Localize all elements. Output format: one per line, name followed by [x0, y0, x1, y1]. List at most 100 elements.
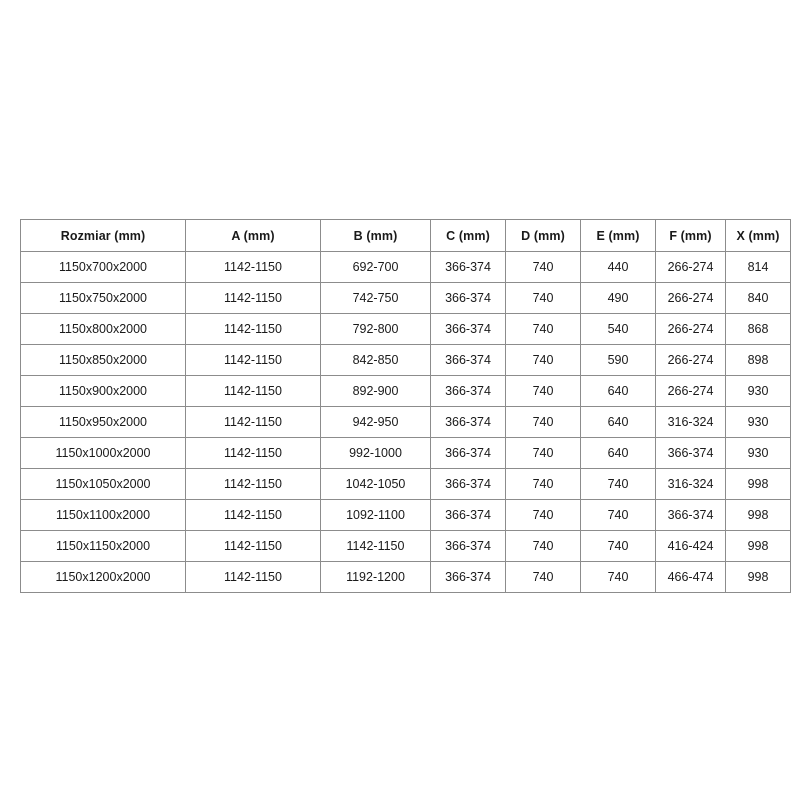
cell-a: 1142-1150	[185, 344, 321, 376]
cell-d: 740	[505, 344, 581, 376]
cell-b: 1092-1100	[320, 499, 431, 531]
cell-f: 266-274	[655, 344, 726, 376]
cell-c: 366-374	[430, 530, 506, 562]
cell-a: 1142-1150	[185, 437, 321, 469]
table-row: 1150x1200x2000 1142-1150 1192-1200 366-374 7…	[20, 561, 791, 593]
cell-e: 740	[580, 468, 656, 500]
cell-a: 1142-1150	[185, 468, 321, 500]
table-row: 1150x700x2000 1142-1150 692-700 366-374 740 4…	[20, 251, 791, 283]
cell-x: 840	[725, 282, 791, 314]
column-header-f: F (mm)	[655, 219, 726, 252]
cell-c: 366-374	[430, 375, 506, 407]
cell-d: 740	[505, 561, 581, 593]
column-header-rozmiar: Rozmiar (mm)	[20, 219, 186, 252]
cell-size: 1150x850x2000	[20, 344, 186, 376]
table-row: 1150x950x2000 1142-1150 942-950 366-374 740 6…	[20, 406, 791, 438]
cell-size: 1150x1000x2000	[20, 437, 186, 469]
column-header-c: C (mm)	[430, 219, 506, 252]
cell-size: 1150x1050x2000	[20, 468, 186, 500]
table-header: Rozmiar (mm) A (mm) B (mm) C (mm) D (mm)…	[20, 219, 791, 252]
cell-size: 1150x900x2000	[20, 375, 186, 407]
table-row: 1150x1100x2000 1142-1150 1092-1100 366-374 7…	[20, 499, 791, 531]
cell-size: 1150x1150x2000	[20, 530, 186, 562]
cell-size: 1150x750x2000	[20, 282, 186, 314]
table-row: 1150x1000x2000 1142-1150 992-1000 366-374 74…	[20, 437, 791, 469]
cell-b: 1142-1150	[320, 530, 431, 562]
table-row: 1150x750x2000 1142-1150 742-750 366-374 740 4…	[20, 282, 791, 314]
cell-e: 640	[580, 437, 656, 469]
table-row: 1150x850x2000 1142-1150 842-850 366-374 740 5…	[20, 344, 791, 376]
table-row: 1150x1050x2000 1142-1150 1042-1050 366-374 7…	[20, 468, 791, 500]
cell-f: 316-324	[655, 406, 726, 438]
cell-c: 366-374	[430, 344, 506, 376]
cell-f: 266-274	[655, 375, 726, 407]
cell-size: 1150x800x2000	[20, 313, 186, 345]
column-header-d: D (mm)	[505, 219, 581, 252]
cell-c: 366-374	[430, 406, 506, 438]
cell-b: 742-750	[320, 282, 431, 314]
column-header-x: X (mm)	[725, 219, 791, 252]
cell-d: 740	[505, 251, 581, 283]
cell-x: 930	[725, 406, 791, 438]
cell-d: 740	[505, 282, 581, 314]
cell-e: 590	[580, 344, 656, 376]
cell-e: 640	[580, 375, 656, 407]
cell-a: 1142-1150	[185, 530, 321, 562]
cell-size: 1150x700x2000	[20, 251, 186, 283]
cell-d: 740	[505, 375, 581, 407]
cell-f: 266-274	[655, 313, 726, 345]
cell-x: 930	[725, 437, 791, 469]
cell-c: 366-374	[430, 251, 506, 283]
cell-x: 898	[725, 344, 791, 376]
cell-d: 740	[505, 468, 581, 500]
cell-a: 1142-1150	[185, 561, 321, 593]
cell-a: 1142-1150	[185, 313, 321, 345]
cell-b: 842-850	[320, 344, 431, 376]
cell-f: 416-424	[655, 530, 726, 562]
cell-a: 1142-1150	[185, 282, 321, 314]
cell-f: 266-274	[655, 251, 726, 283]
cell-e: 440	[580, 251, 656, 283]
cell-c: 366-374	[430, 499, 506, 531]
cell-e: 490	[580, 282, 656, 314]
column-header-e: E (mm)	[580, 219, 656, 252]
cell-f: 266-274	[655, 282, 726, 314]
cell-e: 740	[580, 561, 656, 593]
cell-c: 366-374	[430, 313, 506, 345]
cell-size: 1150x1200x2000	[20, 561, 186, 593]
cell-b: 1192-1200	[320, 561, 431, 593]
cell-d: 740	[505, 313, 581, 345]
cell-b: 892-900	[320, 375, 431, 407]
specification-table: Rozmiar (mm) A (mm) B (mm) C (mm) D (mm)…	[20, 219, 791, 593]
column-header-a: A (mm)	[185, 219, 321, 252]
cell-x: 998	[725, 499, 791, 531]
cell-x: 868	[725, 313, 791, 345]
cell-x: 814	[725, 251, 791, 283]
cell-b: 1042-1050	[320, 468, 431, 500]
table-body: 1150x700x2000 1142-1150 692-700 366-374 740 4…	[20, 251, 791, 593]
table-row: 1150x1150x2000 1142-1150 1142-1150 366-374 7…	[20, 530, 791, 562]
cell-f: 316-324	[655, 468, 726, 500]
cell-x: 998	[725, 530, 791, 562]
cell-e: 740	[580, 499, 656, 531]
cell-size: 1150x950x2000	[20, 406, 186, 438]
cell-c: 366-374	[430, 282, 506, 314]
cell-c: 366-374	[430, 437, 506, 469]
cell-x: 998	[725, 468, 791, 500]
cell-c: 366-374	[430, 561, 506, 593]
table-header-row: Rozmiar (mm) A (mm) B (mm) C (mm) D (mm)…	[20, 219, 791, 252]
cell-f: 366-374	[655, 437, 726, 469]
cell-f: 466-474	[655, 561, 726, 593]
cell-f: 366-374	[655, 499, 726, 531]
cell-d: 740	[505, 530, 581, 562]
cell-b: 692-700	[320, 251, 431, 283]
cell-x: 930	[725, 375, 791, 407]
cell-a: 1142-1150	[185, 375, 321, 407]
cell-a: 1142-1150	[185, 499, 321, 531]
cell-size: 1150x1100x2000	[20, 499, 186, 531]
table-row: 1150x900x2000 1142-1150 892-900 366-374 740 6…	[20, 375, 791, 407]
cell-b: 792-800	[320, 313, 431, 345]
cell-a: 1142-1150	[185, 406, 321, 438]
cell-b: 942-950	[320, 406, 431, 438]
cell-a: 1142-1150	[185, 251, 321, 283]
